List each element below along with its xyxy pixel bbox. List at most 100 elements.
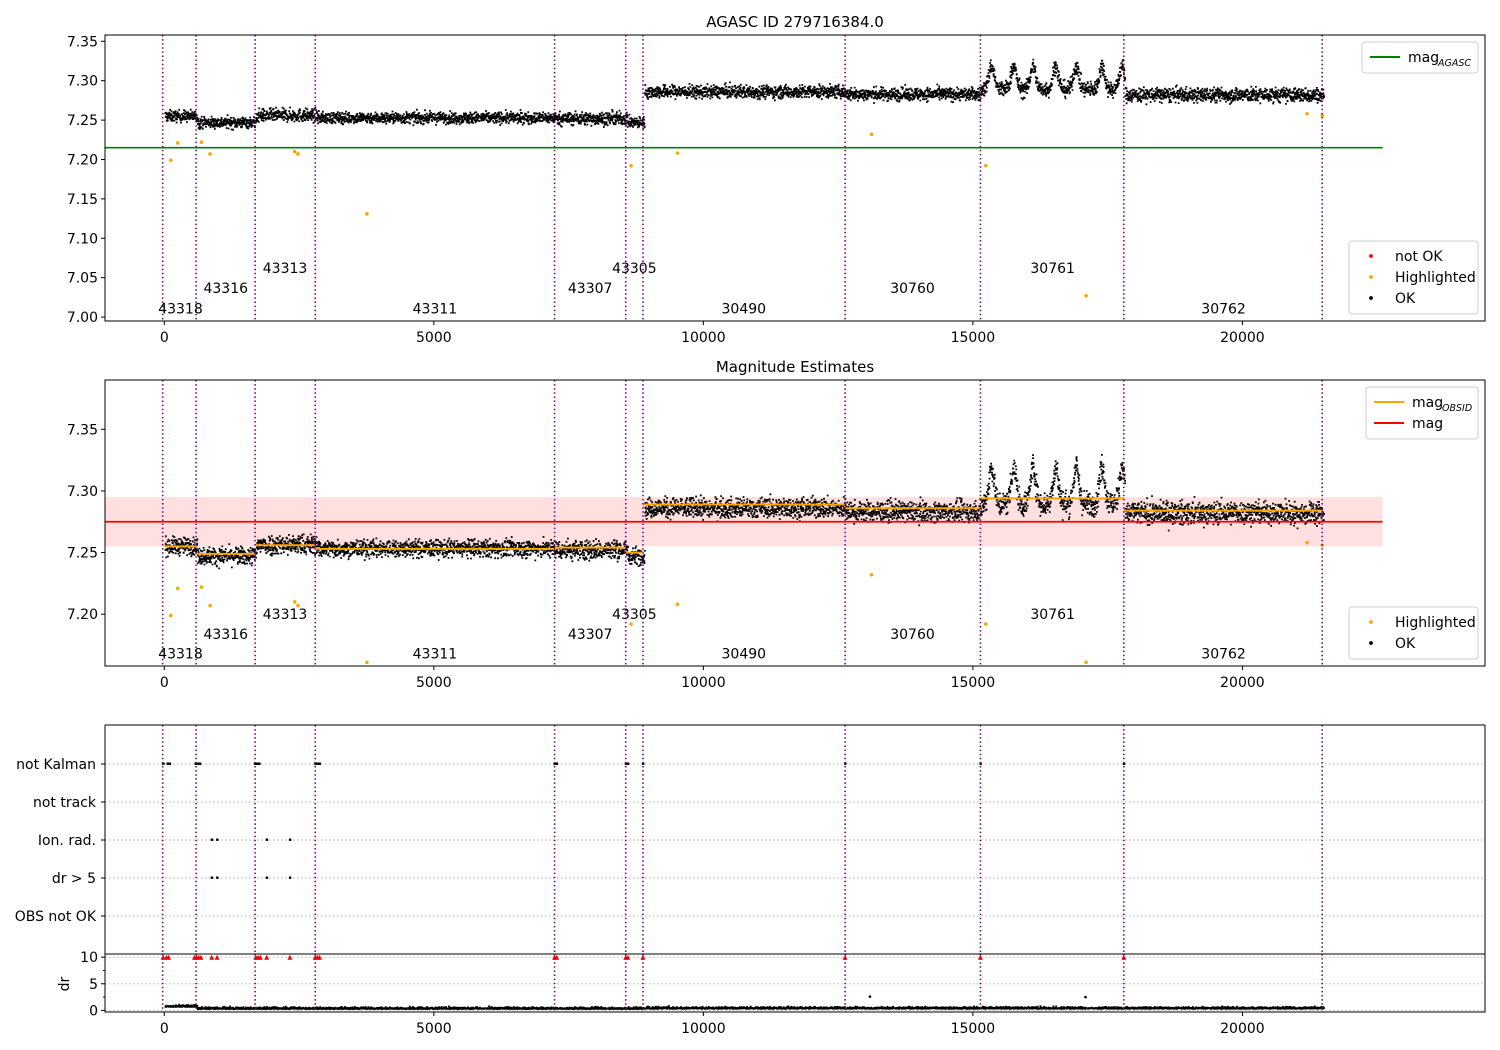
flags-panel: not Kalman not track Ion. rad. dr > 5 OBS no… [15, 724, 1486, 954]
dr-points [164, 1003, 1325, 1010]
panel2-x-tick-label: 10000 [681, 675, 726, 691]
panel1-title: AGASC ID 279716384.0 [706, 13, 884, 31]
dr-clipped-marker [166, 954, 172, 960]
flag-point [194, 762, 197, 765]
obsid-label: 43305 [612, 607, 657, 623]
panel1-x-tick-label: 15000 [951, 330, 996, 346]
highlighted-point [869, 132, 874, 137]
panel2-y-tick-label: 7.25 [67, 546, 98, 562]
obsid-label: 43318 [158, 647, 203, 663]
highlighted-point [629, 622, 633, 626]
flag-row-label: not track [33, 795, 97, 811]
obsid-label: 43311 [413, 647, 458, 663]
legend-label: mag [1412, 416, 1443, 432]
highlighted-point [675, 602, 680, 607]
panel4-y-tick-label: 5 [89, 977, 98, 993]
panel2-y-tick-label: 7.30 [67, 484, 98, 500]
highlighted-point [869, 572, 874, 577]
legend-label: not OK [1395, 249, 1443, 265]
obsid-label: 43318 [158, 301, 203, 317]
highlighted-point [175, 141, 180, 145]
obsid-label: 43307 [568, 627, 613, 643]
flag-point [316, 762, 319, 765]
panel1-x-tick-label: 10000 [681, 330, 726, 346]
legend-label: OK [1395, 636, 1416, 652]
highlighted-point [292, 149, 297, 154]
flag-point [844, 762, 847, 765]
legend-dot-swatch [1369, 254, 1373, 258]
flag-row-label: dr > 5 [52, 871, 96, 887]
highlighted-point [199, 585, 204, 589]
panel1-axes [104, 34, 1486, 322]
dr-clipped-marker [625, 954, 631, 960]
panel1-y-tick-label: 7.15 [67, 192, 98, 208]
legend-dot-swatch [1369, 296, 1373, 300]
legend-label: Highlighted [1395, 270, 1476, 286]
obsid-label: 30761 [1030, 607, 1075, 623]
highlighted-point [1305, 540, 1309, 545]
legend-dot-swatch [1369, 641, 1373, 645]
legend-label: Highlighted [1395, 615, 1476, 631]
flag-point [168, 762, 172, 765]
flag-point [979, 762, 982, 765]
dr-clipped-marker [640, 954, 646, 960]
dr-clipped-marker [209, 954, 215, 960]
dr-clipped-marker [554, 954, 560, 960]
flag-point [1122, 762, 1126, 765]
legend-dot-swatch [1369, 275, 1373, 279]
panel1-x-tick-label: 0 [160, 330, 169, 346]
panel1-x-tick-label: 20000 [1220, 330, 1265, 346]
flag-point [198, 762, 202, 765]
flag-point [166, 762, 169, 765]
panel2-axes [104, 379, 1486, 667]
panel1-y-tick-label: 7.20 [67, 152, 98, 168]
flag-point [216, 876, 219, 879]
panel2-title: Magnitude Estimates [716, 358, 874, 376]
panel4-axes [104, 953, 1486, 1013]
legend-box [1365, 386, 1479, 440]
highlighted-point [168, 158, 173, 163]
highlighted-point [365, 212, 369, 216]
dr-clipped-marker [1121, 954, 1127, 960]
obsid-label: 43307 [568, 281, 613, 297]
flag-point [210, 838, 214, 841]
highlighted-point [208, 152, 212, 156]
dr-axis-label: dr [57, 976, 73, 991]
highlighted-point [629, 163, 633, 168]
highlighted-point [1305, 111, 1309, 116]
obsid-label: 30762 [1201, 647, 1246, 663]
flag-point [258, 762, 261, 765]
dr-outlier-point [1084, 995, 1087, 999]
obsid-label: 43311 [413, 301, 458, 317]
highlighted-point [199, 140, 204, 144]
panel1-y-tick-label: 7.00 [67, 310, 98, 326]
flag-point [553, 762, 556, 765]
flag-point [256, 762, 259, 765]
flag-point [288, 838, 292, 841]
flag-point [216, 838, 219, 841]
flag-point [624, 762, 628, 765]
panel1-y-tick-label: 7.30 [67, 74, 98, 90]
dr-clipped-marker [842, 954, 848, 960]
legend-label: mag [1412, 395, 1443, 411]
panel2-y-tick-label: 7.35 [67, 422, 98, 438]
flag-row-label: Ion. rad. [38, 833, 96, 849]
highlighted-point [296, 603, 300, 608]
highlighted-point [984, 163, 988, 168]
legend-box [1348, 606, 1479, 660]
highlighted-point [675, 151, 680, 155]
flag-point [253, 762, 257, 765]
flag-point [314, 762, 317, 765]
highlighted-point [296, 152, 300, 156]
obsid-label: 30490 [722, 301, 767, 317]
legend-box [1348, 240, 1479, 315]
dr-clipped-marker [257, 954, 263, 960]
obsid-label: 30762 [1201, 301, 1246, 317]
legend-label-subscript: AGASC [1437, 58, 1471, 69]
panel4-y-tick-label: 0 [89, 1003, 98, 1019]
flag-point [555, 762, 559, 765]
flag-point [265, 838, 269, 841]
panel4-y-tick-label: 10 [80, 950, 98, 966]
panel4-x-tick-label: 5000 [416, 1021, 452, 1037]
